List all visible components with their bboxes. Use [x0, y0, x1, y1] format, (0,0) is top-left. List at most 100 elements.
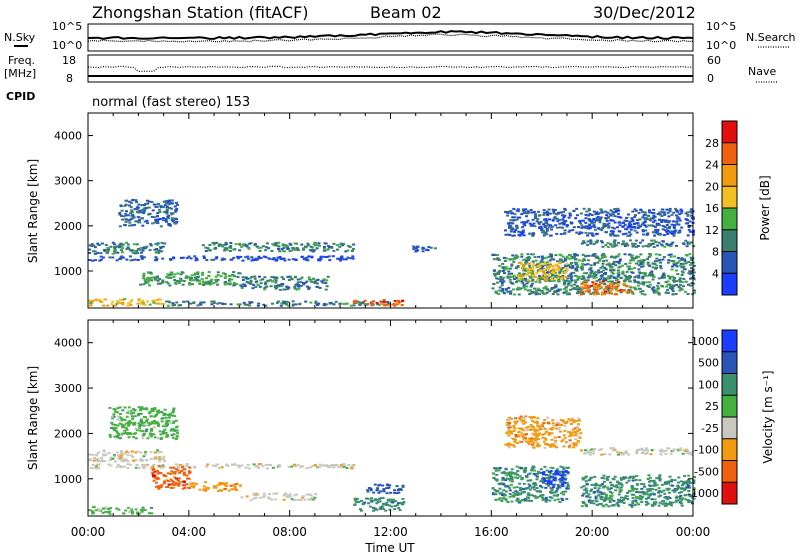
radar-cell — [539, 494, 543, 497]
radar-cell — [547, 269, 551, 272]
radar-cell — [582, 277, 586, 280]
radar-cell — [272, 276, 276, 279]
radar-cell — [104, 453, 108, 456]
radar-cell — [573, 427, 577, 430]
radar-cell — [518, 501, 522, 504]
nave-label: Nave — [748, 65, 776, 78]
radar-cell — [562, 216, 566, 219]
radar-cell — [92, 459, 96, 462]
radar-cell — [571, 428, 575, 431]
radar-cell — [690, 502, 694, 505]
radar-cell — [156, 425, 160, 427]
radar-cell — [497, 273, 501, 275]
radar-cell — [629, 239, 632, 242]
radar-cell — [545, 227, 549, 230]
radar-cell — [285, 285, 289, 288]
radar-cell — [542, 440, 546, 443]
radar-cell — [564, 422, 568, 425]
radar-cell — [495, 272, 499, 275]
radar-cell — [586, 288, 590, 291]
radar-cell — [341, 244, 345, 247]
radar-cell — [311, 246, 315, 249]
radar-cell — [569, 263, 573, 266]
date-label: 30/Dec/2012 — [593, 3, 696, 22]
radar-cell — [579, 222, 583, 225]
radar-cell — [519, 486, 523, 489]
radar-cell — [173, 472, 177, 475]
radar-cell — [221, 483, 225, 485]
radar-cell — [607, 488, 611, 491]
radar-cell — [500, 471, 504, 474]
radar-cell — [692, 487, 696, 490]
radar-cell — [652, 275, 656, 278]
radar-cell — [675, 280, 679, 283]
radar-cell — [692, 289, 696, 292]
radar-cell — [584, 480, 588, 483]
radar-cell — [576, 214, 579, 217]
radar-cell — [665, 230, 669, 233]
radar-cell — [506, 211, 510, 213]
radar-cell — [613, 234, 617, 237]
radar-cell — [643, 293, 647, 296]
radar-cell — [671, 489, 675, 492]
radar-cell — [663, 229, 667, 232]
radar-cell — [271, 280, 274, 283]
radar-cell — [654, 228, 657, 231]
radar-cell — [514, 433, 518, 436]
radar-cell — [120, 454, 124, 457]
radar-cell — [207, 271, 211, 273]
radar-cell — [548, 212, 552, 215]
radar-cell — [613, 475, 617, 478]
radar-cell — [673, 490, 677, 493]
radar-cell — [196, 279, 200, 282]
radar-cell — [525, 476, 529, 479]
radar-cell — [121, 251, 124, 254]
radar-cell — [116, 407, 120, 410]
radar-cell — [682, 488, 686, 491]
radar-cell — [142, 246, 146, 249]
radar-cell — [622, 283, 626, 286]
radar-cell — [525, 260, 529, 263]
radar-cell — [124, 203, 128, 206]
radar-cell — [548, 290, 552, 293]
radar-cell — [520, 420, 524, 423]
radar-cell — [602, 499, 606, 502]
radar-cell — [139, 420, 143, 422]
radar-cell — [539, 427, 543, 430]
radar-cell — [668, 480, 672, 483]
radar-cell — [205, 277, 208, 280]
radar-cell — [551, 293, 555, 295]
radar-cell — [384, 509, 388, 512]
radar-cell — [633, 257, 636, 260]
radar-cell — [253, 277, 257, 280]
radar-cell — [298, 302, 302, 305]
radar-cell — [109, 245, 113, 248]
radar-cell — [672, 230, 676, 233]
radar-cell — [493, 254, 497, 256]
radar-cell — [167, 214, 171, 217]
radar-cell — [650, 503, 654, 506]
radar-cell — [559, 268, 563, 270]
radar-cell — [598, 448, 601, 451]
radar-cell — [618, 490, 622, 493]
radar-cell — [592, 502, 596, 505]
radar-cell — [527, 289, 530, 292]
radar-cell — [648, 219, 652, 222]
radar-cell — [254, 285, 258, 288]
radar-cell — [600, 493, 604, 496]
radar-cell — [667, 259, 671, 262]
radar-cell — [172, 420, 176, 423]
radar-cell — [670, 288, 674, 291]
radar-cell — [596, 215, 600, 218]
radar-cell — [666, 288, 669, 291]
radar-cell — [627, 285, 631, 288]
radar-cell — [609, 283, 613, 285]
radar-cell — [379, 490, 383, 493]
radar-cell — [521, 499, 525, 501]
radar-cell — [512, 491, 516, 494]
radar-cell — [625, 217, 629, 219]
radar-cell — [541, 261, 545, 264]
radar-cell — [147, 412, 151, 415]
radar-cell — [530, 494, 534, 497]
radar-cell — [547, 270, 551, 273]
